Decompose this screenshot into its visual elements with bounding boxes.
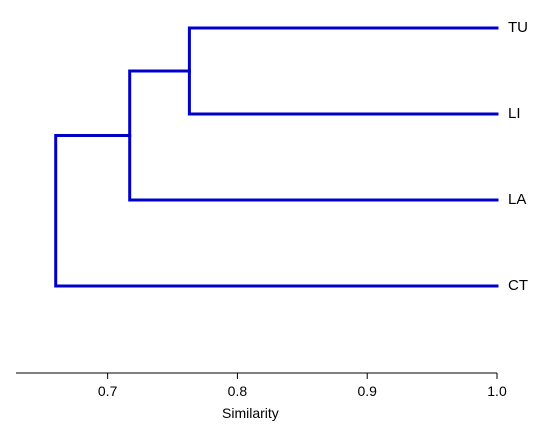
leaf-label-tu: TU	[508, 19, 528, 36]
x-tick-label: 0.8	[228, 383, 248, 399]
x-tick-label: 0.7	[98, 383, 118, 399]
x-axis-title: Similarity	[222, 405, 279, 421]
x-tick-label: 1.0	[487, 383, 507, 399]
dendrogram-links	[54, 26, 499, 288]
leaf-labels: TU LI LA CT	[508, 19, 528, 294]
leaf-label-li: LI	[508, 105, 521, 122]
merge-link-tu-li-la	[128, 69, 499, 202]
leaf-label-ct: CT	[508, 277, 528, 294]
leaf-label-la: LA	[508, 191, 526, 208]
merge-link-tu-li-la-ct	[54, 134, 499, 288]
x-tick-label: 0.9	[357, 383, 377, 399]
x-axis: 0.7 0.8 0.9 1.0	[16, 372, 507, 399]
merge-link-tu-li	[187, 26, 499, 116]
